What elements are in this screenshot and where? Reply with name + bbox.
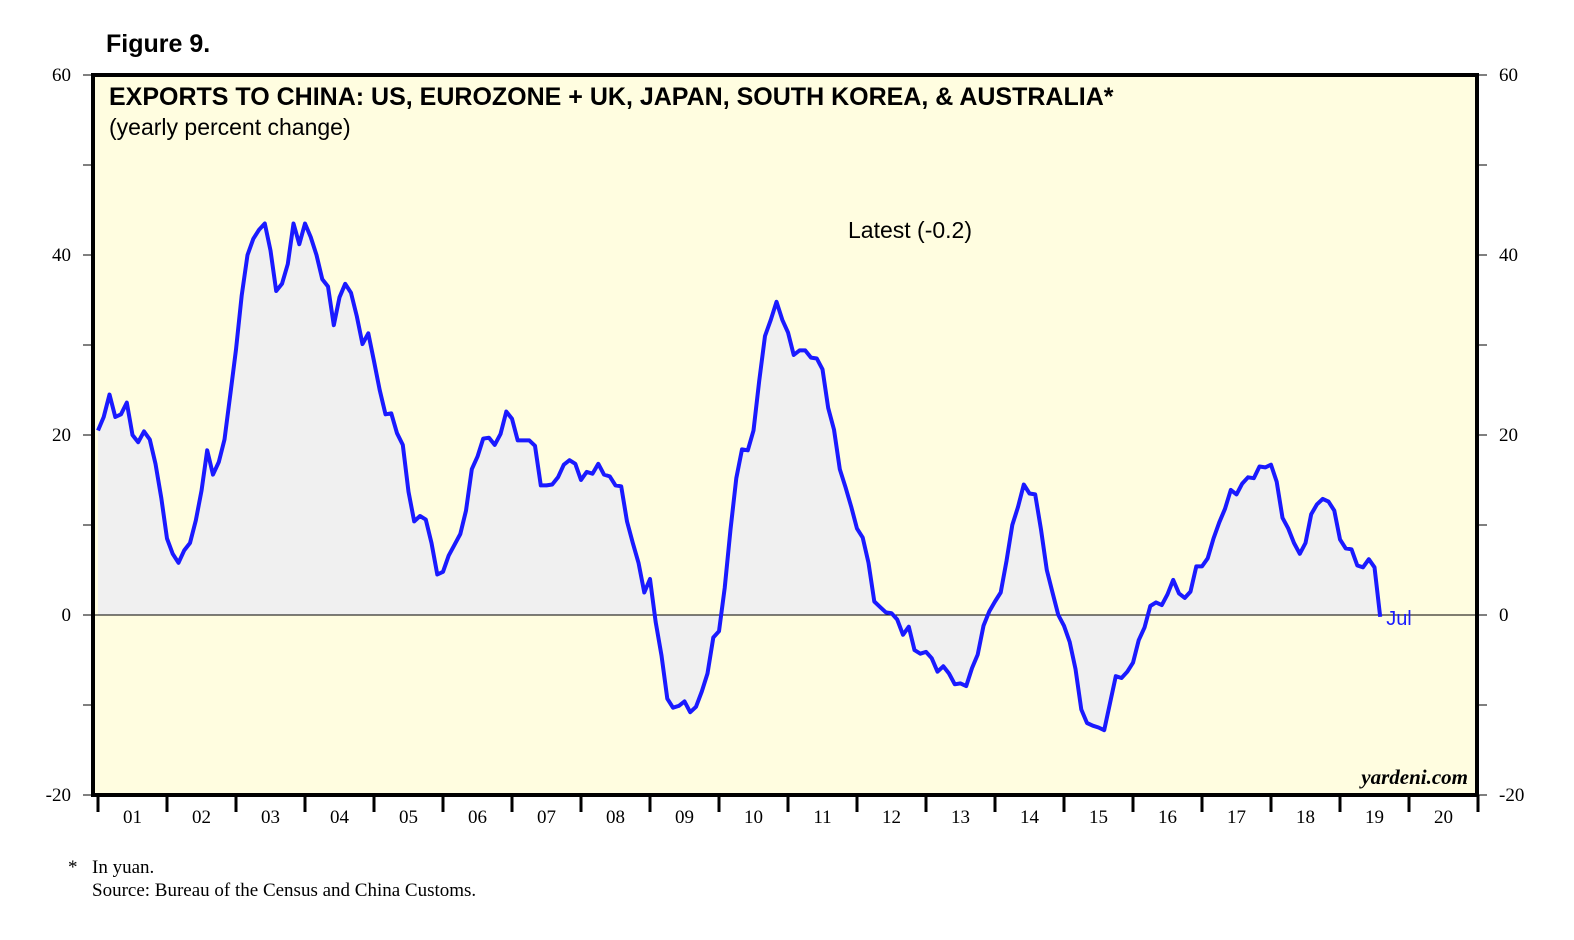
footnote-source: Source: Bureau of the Census and China C… — [92, 880, 477, 901]
footnote-source-line: Source: Bureau of the Census and China C… — [68, 879, 476, 902]
y-tick-label-right: 20 — [1499, 425, 1518, 446]
footnote-marker: * — [68, 857, 78, 878]
y-tick-label-left: 40 — [52, 245, 71, 266]
x-tick-label: 06 — [468, 807, 487, 828]
x-tick-label: 15 — [1089, 807, 1108, 828]
x-tick-label: 04 — [330, 807, 350, 828]
series-layer — [93, 221, 1477, 733]
x-tick-label: 08 — [606, 807, 625, 828]
x-tick-label: 05 — [399, 807, 418, 828]
chart-subtitle: (yearly percent change) — [109, 114, 351, 140]
y-axis-left: -20 0 20 40 60 — [46, 65, 93, 806]
x-tick-label: 14 — [1020, 807, 1040, 828]
x-tick-label: 02 — [192, 807, 211, 828]
x-tick-label: 18 — [1296, 807, 1315, 828]
y-tick-label-left: 20 — [52, 425, 71, 446]
series-line — [96, 221, 1383, 733]
watermark: yardeni.com — [1358, 765, 1468, 789]
x-tick-label: 09 — [675, 807, 694, 828]
y-axis-right: -20 0 20 40 60 — [1477, 65, 1524, 806]
y-tick-label-left: 60 — [52, 65, 71, 86]
y-tick-label-right: 60 — [1499, 65, 1518, 86]
x-tick-label: 12 — [882, 807, 901, 828]
y-tick-label-right: 40 — [1499, 245, 1518, 266]
latest-annotation: Latest (-0.2) — [848, 217, 972, 243]
x-tick-label: 01 — [123, 807, 142, 828]
y-tick-label-right: -20 — [1499, 785, 1524, 806]
chart-title: EXPORTS TO CHINA: US, EUROZONE + UK, JAP… — [109, 83, 1114, 111]
x-tick-label: 20 — [1434, 807, 1453, 828]
y-tick-label-left: 0 — [62, 605, 72, 626]
x-tick-label: 11 — [813, 807, 831, 828]
x-tick-label: 13 — [951, 807, 970, 828]
footnote-note-line: * In yuan. — [68, 856, 476, 879]
y-tick-label-right: 0 — [1499, 605, 1509, 626]
figure-label: Figure 9. — [106, 30, 211, 58]
x-tick-label: 16 — [1158, 807, 1177, 828]
end-label: Jul — [1386, 608, 1412, 630]
footnote: * In yuan. Source: Bureau of the Census a… — [68, 856, 476, 902]
x-axis: 01 02 03 04 05 06 07 08 09 10 11 12 13 14 15 16 17 18 19 20 — [96, 795, 1480, 828]
x-tick-label: 10 — [744, 807, 763, 828]
y-tick-label-left: -20 — [46, 785, 71, 806]
x-tick-label: 17 — [1227, 807, 1246, 828]
x-tick-label: 07 — [537, 807, 556, 828]
area-fill — [98, 223, 1381, 731]
x-tick-label: 19 — [1365, 807, 1384, 828]
x-tick-label: 03 — [261, 807, 280, 828]
footnote-note: In yuan. — [92, 857, 155, 878]
